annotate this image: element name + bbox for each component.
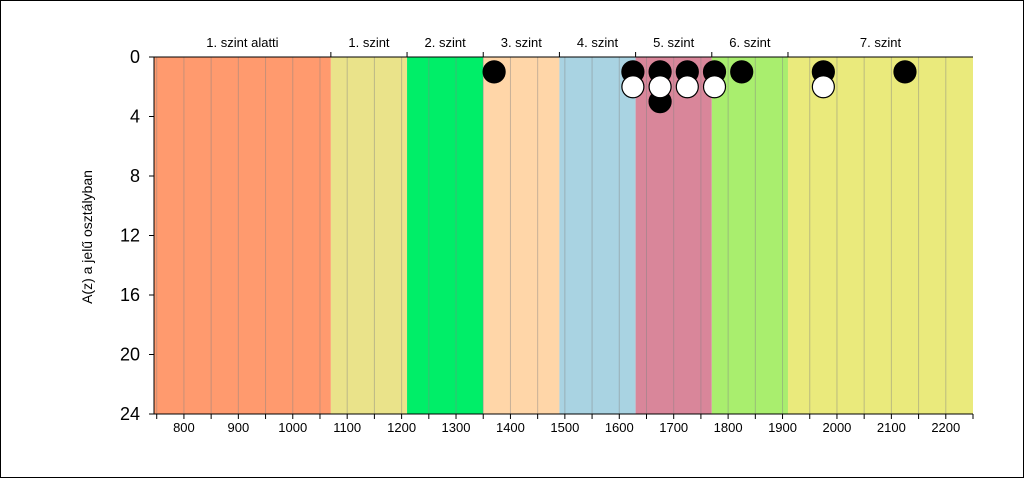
level-bands [154, 57, 973, 414]
x-tick-label: 1500 [550, 420, 579, 435]
point-open [702, 75, 727, 99]
point-filled [893, 60, 917, 84]
y-axis-label: A(z) a jelű osztályban [79, 170, 95, 304]
y-tick-label: 20 [120, 345, 140, 365]
y-tick-label: 4 [130, 107, 140, 127]
x-tick-label: 2100 [877, 420, 906, 435]
y-tick-label: 8 [130, 166, 140, 186]
band-label-7-szint: 7. szint [860, 35, 902, 50]
band-label-3-szint: 3. szint [501, 35, 543, 50]
band-1 [154, 57, 331, 414]
x-tick-label: 1900 [768, 420, 797, 435]
y-tick-label: 12 [120, 226, 140, 246]
y-tick-label: 24 [120, 404, 140, 424]
band-6 [635, 57, 712, 414]
band-2 [330, 57, 408, 414]
band-3 [407, 57, 484, 414]
x-tick-label: 800 [173, 420, 195, 435]
y-tick-label: 0 [130, 47, 140, 67]
x-tick-label: 1300 [442, 420, 471, 435]
x-tick-label: 900 [227, 420, 249, 435]
band-label-5-szint: 5. szint [653, 35, 695, 50]
band-label-6-szint: 6. szint [729, 35, 771, 50]
point-filled [482, 60, 506, 84]
band-8 [787, 57, 973, 414]
band-5 [559, 57, 636, 414]
x-tick-label: 1400 [496, 420, 525, 435]
band-label-4-szint: 4. szint [577, 35, 619, 50]
data-points [482, 60, 917, 114]
level-labels: 1. szint alatti 1. szint 2. szint 3. szint 4… [206, 35, 901, 50]
y-tick-label: 16 [120, 285, 140, 305]
band-4 [483, 57, 560, 414]
band-label-2-szint: 2. szint [425, 35, 467, 50]
x-tick-label: 1100 [333, 420, 361, 435]
x-tick-label: 2000 [822, 420, 851, 435]
point-open [648, 75, 672, 99]
band-7 [711, 57, 788, 414]
y-axis-ticks: 0 4 8 12 16 20 24 [120, 47, 154, 424]
point-filled [730, 60, 754, 84]
band-label-1-szint: 1. szint [348, 35, 390, 50]
x-tick-label: 1000 [278, 420, 307, 435]
x-tick-label: 1800 [714, 420, 743, 435]
x-axis-ticks: 800 900 1000 1100 1200 1300 1400 1500 1600 1700 18… [156, 414, 974, 435]
point-open [621, 75, 645, 99]
x-tick-label: 1200 [387, 420, 416, 435]
point-open [811, 75, 835, 99]
x-tick-label: 1600 [605, 420, 634, 435]
x-tick-label: 1700 [659, 420, 688, 435]
band-label-1-szint-alatti: 1. szint alatti [206, 35, 278, 50]
x-tick-label: 2200 [931, 420, 960, 435]
grid-lines [156, 57, 947, 414]
point-open [675, 75, 699, 99]
